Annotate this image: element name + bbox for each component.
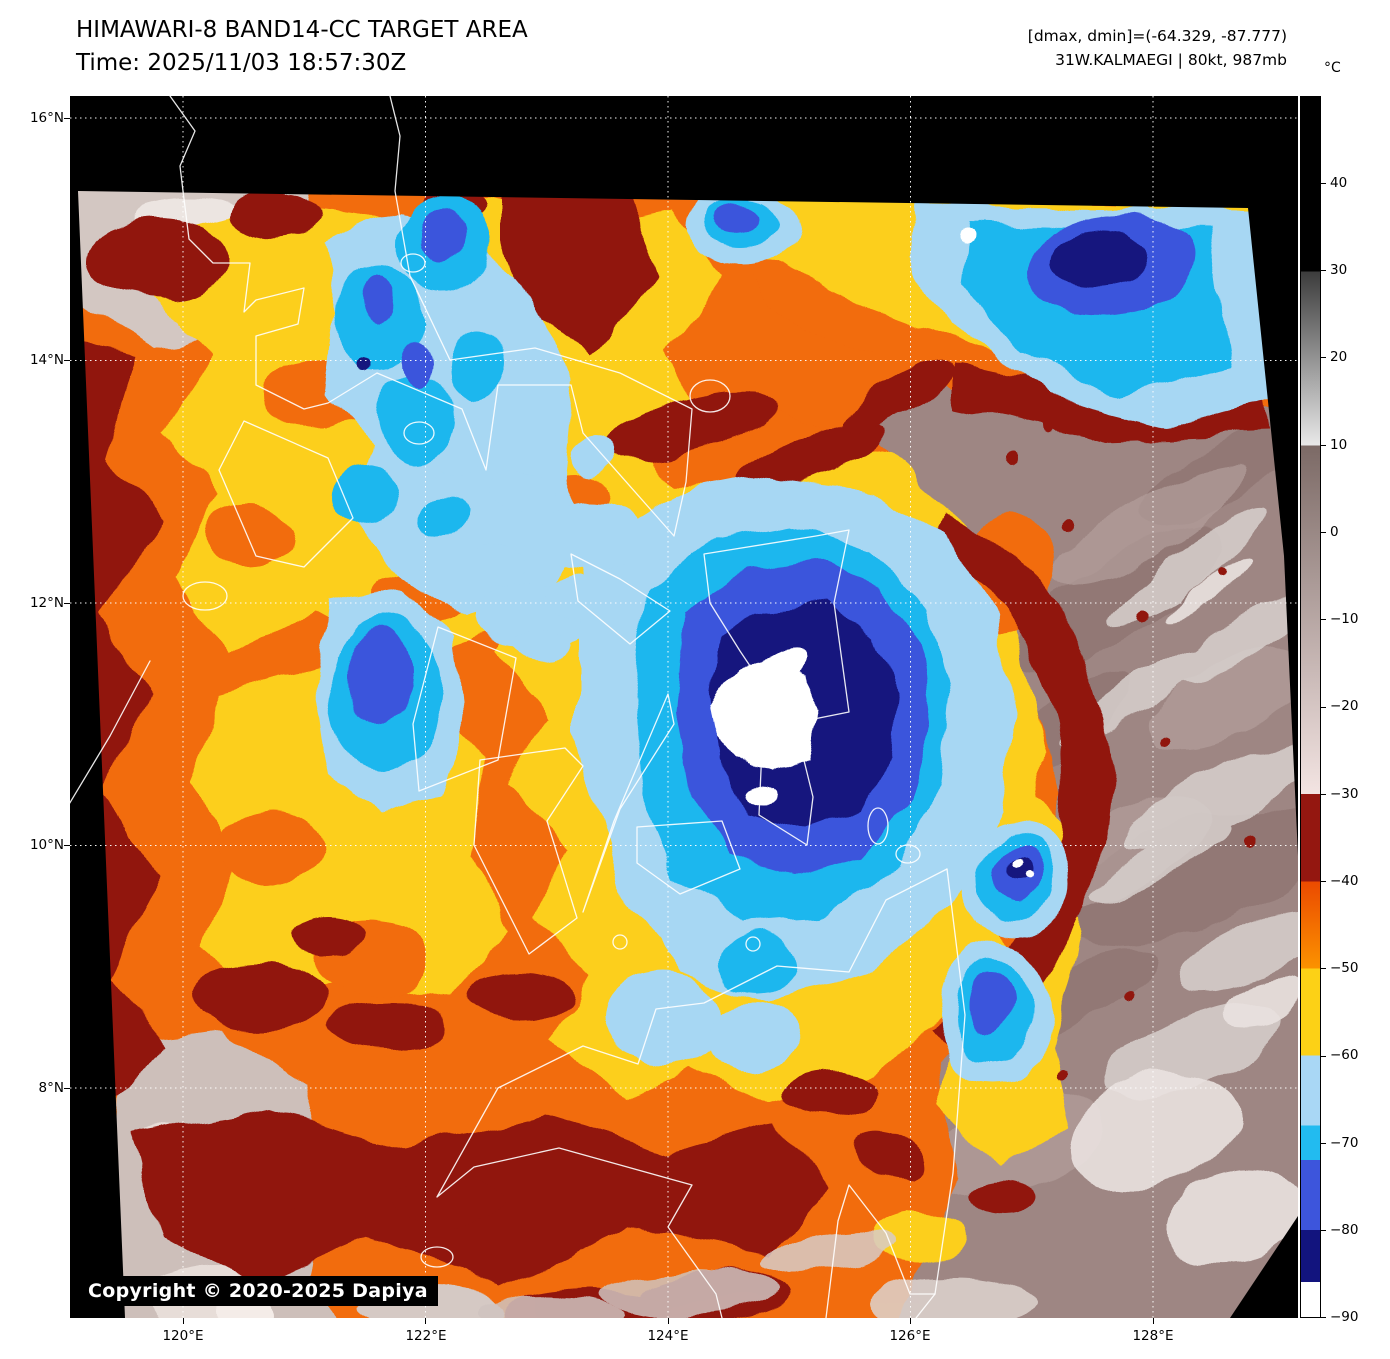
storm-info: 31W.KALMAEGI | 80kt, 987mb bbox=[1055, 51, 1287, 70]
colorbar-unit: °C bbox=[1324, 60, 1341, 76]
lat-label-16n: 16°N bbox=[29, 110, 64, 126]
colorbar-tickmark bbox=[1321, 619, 1326, 620]
lon-label-124e: 124°E bbox=[647, 1328, 689, 1344]
plot-title: HIMAWARI-8 BAND14-CC TARGET AREA bbox=[76, 17, 528, 43]
colorbar-tickmark bbox=[1321, 794, 1326, 795]
colorbar-tickmark bbox=[1321, 1056, 1326, 1057]
lon-tick bbox=[425, 1318, 426, 1324]
colorbar-tick-n70: −70 bbox=[1330, 1135, 1359, 1151]
colorbar-tick-n90: −90 bbox=[1330, 1309, 1359, 1325]
colorbar-tickmark bbox=[1321, 183, 1326, 184]
plot-time: Time: 2025/11/03 18:57:30Z bbox=[76, 49, 407, 76]
colorbar-tick-n30: −30 bbox=[1330, 786, 1359, 802]
colorbar-tick-n50: −50 bbox=[1330, 960, 1359, 976]
lon-label-126e: 126°E bbox=[889, 1328, 931, 1344]
colorbar-tick-10: 10 bbox=[1330, 437, 1348, 453]
header-right: [dmax, dmin]=(-64.329, -87.777) 31W.KALM… bbox=[1028, 24, 1287, 72]
colorbar-tickmark bbox=[1321, 1143, 1326, 1144]
lat-tick bbox=[64, 118, 70, 119]
coastlines bbox=[64, 95, 966, 1319]
lat-tick bbox=[64, 603, 70, 604]
colorbar-tickmark bbox=[1321, 357, 1326, 358]
map-plot bbox=[64, 95, 1298, 1319]
lon-label-122e: 122°E bbox=[405, 1328, 447, 1344]
colorbar-tickmark bbox=[1321, 968, 1326, 969]
colorbar-tick-40: 40 bbox=[1330, 175, 1348, 191]
lat-label-8n: 8°N bbox=[38, 1080, 64, 1096]
colorbar-tick-30: 30 bbox=[1330, 262, 1348, 278]
colorbar-tickmark bbox=[1321, 270, 1326, 271]
colorbar-tickmark bbox=[1321, 532, 1326, 533]
colorbar-tickmark bbox=[1321, 881, 1326, 882]
colorbar-tick-n80: −80 bbox=[1330, 1222, 1359, 1238]
colorbar-tickmark bbox=[1321, 707, 1326, 708]
lat-label-14n: 14°N bbox=[29, 352, 64, 368]
title-block: HIMAWARI-8 BAND14-CC TARGET AREA Time: 2… bbox=[76, 14, 528, 79]
lon-tick bbox=[1153, 1318, 1154, 1324]
lon-tick bbox=[910, 1318, 911, 1324]
lon-label-120e: 120°E bbox=[162, 1328, 204, 1344]
lat-label-10n: 10°N bbox=[29, 837, 64, 853]
colorbar-tickmark bbox=[1321, 1230, 1326, 1231]
lon-tick bbox=[668, 1318, 669, 1324]
colorbar-tick-0: 0 bbox=[1330, 524, 1339, 540]
lat-label-12n: 12°N bbox=[29, 595, 64, 611]
colorbar-tickmark bbox=[1321, 1317, 1326, 1318]
colorbar-tick-n10: −10 bbox=[1330, 611, 1359, 627]
lat-tick bbox=[64, 845, 70, 846]
satellite-image bbox=[64, 95, 1298, 1319]
lon-tick bbox=[183, 1318, 184, 1324]
colorbar-tickmark bbox=[1321, 445, 1326, 446]
range-info: [dmax, dmin]=(-64.329, -87.777) bbox=[1027, 27, 1287, 45]
colorbar-gradient bbox=[1300, 96, 1321, 1318]
lat-tick bbox=[64, 1088, 70, 1089]
lat-tick bbox=[64, 360, 70, 361]
copyright-badge: Copyright © 2020-2025 Dapiya bbox=[78, 1276, 438, 1306]
colorbar-tick-n40: −40 bbox=[1330, 873, 1359, 889]
gridlines bbox=[70, 96, 1298, 1318]
lon-label-128e: 128°E bbox=[1132, 1328, 1174, 1344]
colorbar-tick-n20: −20 bbox=[1330, 698, 1359, 714]
colorbar-tick-20: 20 bbox=[1330, 349, 1348, 365]
colorbar-tick-n60: −60 bbox=[1330, 1047, 1359, 1063]
